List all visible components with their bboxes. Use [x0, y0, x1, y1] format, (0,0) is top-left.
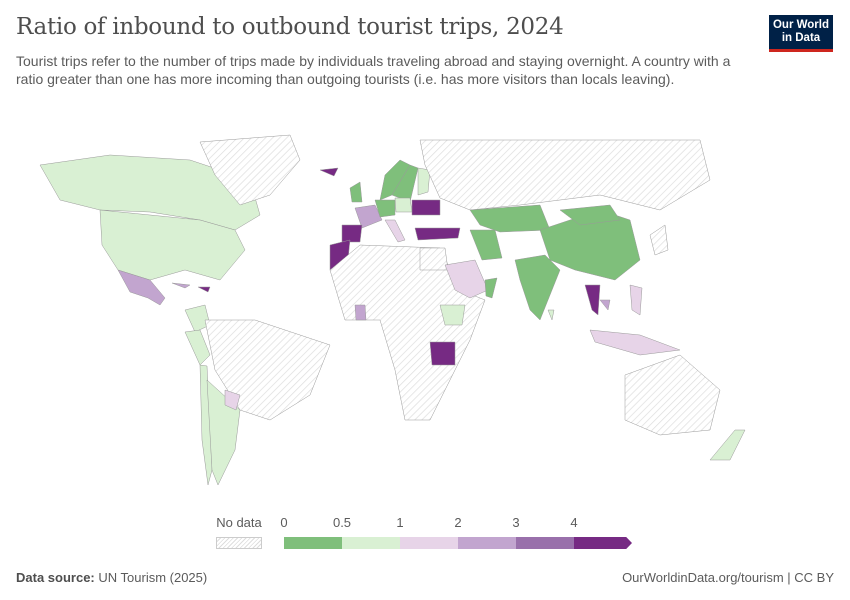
region-united-states[interactable]: United States — [99, 209, 246, 281]
legend-no-data-swatch — [216, 537, 262, 549]
region-iran[interactable]: Iran — [469, 229, 503, 261]
region-italy[interactable]: Italy — [384, 219, 406, 243]
source-label: Data source: — [16, 570, 95, 585]
legend-tick-label: 0 — [280, 515, 288, 530]
region-ghana[interactable]: Ghana — [354, 304, 367, 321]
legend-tick-label: 1 — [396, 515, 404, 530]
region-finland[interactable]: Finland — [417, 167, 431, 196]
region-poland[interactable]: Poland — [394, 197, 413, 213]
legend: No data 0 0.5 1 2 3 4 — [0, 515, 850, 555]
legend-tick-label: 0.5 — [332, 515, 352, 530]
region-mongolia[interactable]: Mongolia — [559, 204, 621, 226]
world-map: CanadaUnited StatesMexicoGreenlandCubaDo… — [39, 134, 746, 486]
region-cuba[interactable]: Cuba — [171, 282, 191, 289]
legend-tick-label: 2 — [454, 515, 462, 530]
region-dominican-republic[interactable]: Dominican Republic — [197, 286, 211, 293]
region-philippines[interactable]: Philippines — [629, 284, 643, 316]
region-iceland[interactable]: Iceland — [319, 167, 339, 177]
legend-bin[interactable] — [400, 537, 458, 549]
region-cambodia[interactable]: Cambodia — [599, 299, 611, 311]
region-mexico[interactable]: Mexico — [117, 269, 166, 306]
region-sri-lanka[interactable]: Sri Lanka — [547, 309, 555, 321]
region-thailand[interactable]: Thailand — [584, 284, 601, 316]
footer-url[interactable]: OurWorldinData.org/tourism | CC BY — [622, 570, 834, 585]
region-japan[interactable]: Japan — [649, 224, 669, 256]
region-kazakhstan[interactable]: Kazakhstan — [469, 204, 551, 233]
region-india[interactable]: India — [514, 254, 561, 321]
region-norway[interactable]: Norway — [379, 159, 411, 201]
logo-line-1: Our World — [772, 19, 829, 31]
legend-bin[interactable] — [574, 537, 632, 549]
region-germany[interactable]: Germany — [374, 199, 396, 218]
region-france[interactable]: France — [354, 204, 383, 229]
region-tanzania[interactable]: Tanzania — [429, 341, 456, 366]
region-ukraine[interactable]: Ukraine — [411, 199, 441, 216]
region-russia[interactable]: Russia — [419, 139, 711, 211]
legend-bin[interactable] — [516, 537, 574, 549]
region-paraguay[interactable]: Paraguay — [224, 389, 241, 411]
legend-bin[interactable] — [284, 537, 342, 549]
region-australia[interactable]: Australia — [624, 354, 721, 436]
region-oman[interactable]: Oman — [484, 277, 498, 299]
region-colombia[interactable]: Colombia — [184, 304, 211, 333]
legend-bin[interactable] — [342, 537, 400, 549]
chart-title: Ratio of inbound to outbound tourist tri… — [16, 14, 564, 40]
region-peru[interactable]: Peru — [184, 329, 211, 366]
region-saudi-arabia[interactable]: Saudi Arabia — [444, 259, 489, 299]
owid-logo[interactable]: Our World in Data — [769, 15, 833, 52]
region-spain[interactable]: Spain — [341, 224, 363, 243]
chart-subtitle: Tourist trips refer to the number of tri… — [16, 53, 731, 87]
legend-no-data-label: No data — [216, 515, 262, 530]
region-turkey[interactable]: Turkey — [414, 227, 461, 241]
legend-tick-label: 4 — [570, 515, 578, 530]
logo-line-2: in Data — [781, 32, 821, 44]
region-united-kingdom[interactable]: United Kingdom — [349, 181, 363, 203]
source-value: UN Tourism (2025) — [98, 570, 208, 585]
region-ethiopia[interactable]: Ethiopia — [439, 304, 466, 326]
legend-bin[interactable] — [458, 537, 516, 549]
region-chile[interactable]: Chile — [199, 364, 213, 486]
legend-tick-label: 3 — [512, 515, 520, 530]
region-indonesia[interactable]: Indonesia — [589, 329, 681, 356]
region-new-zealand[interactable]: New Zealand — [709, 429, 746, 461]
data-source: Data source: UN Tourism (2025) — [16, 570, 207, 585]
region-greenland[interactable]: Greenland — [199, 134, 301, 206]
region-egypt[interactable]: Egypt — [419, 247, 449, 271]
